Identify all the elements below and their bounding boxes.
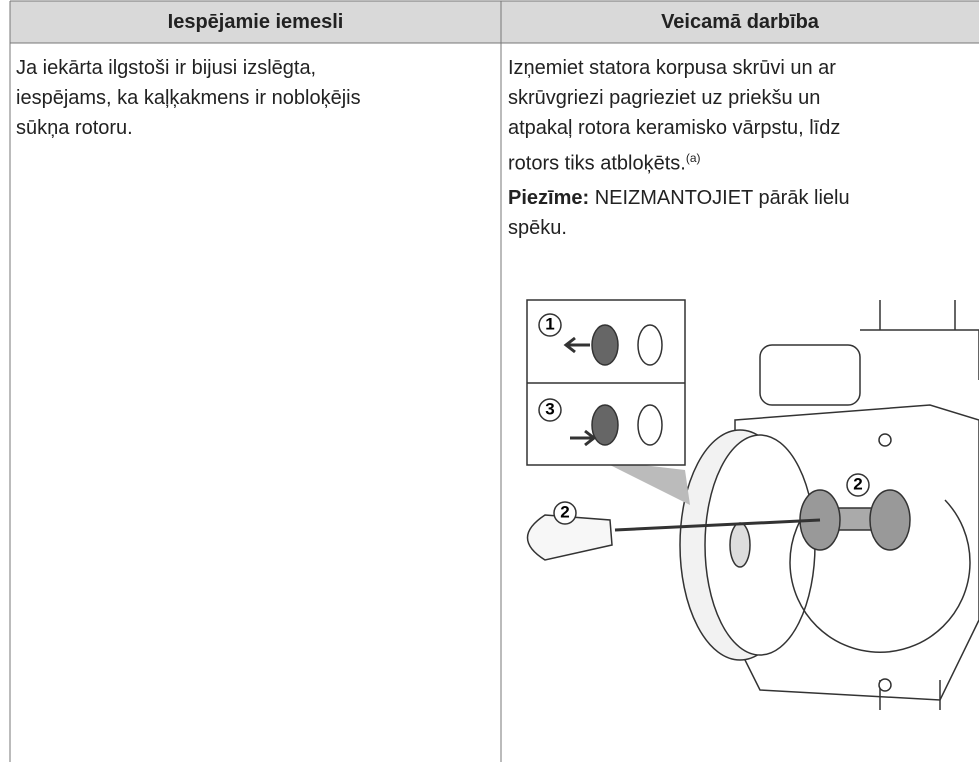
illustration xyxy=(526,299,979,710)
callout: 2 xyxy=(853,474,862,493)
header-background xyxy=(10,1,979,43)
action-line: atpakaļ rotora keramisko vārpstu, līdz xyxy=(508,117,841,139)
column-header: Veicamā darbība xyxy=(661,11,819,33)
cause-line: Ja iekārta ilgstoši ir bijusi izslēgta, xyxy=(16,57,317,79)
callout: 1 xyxy=(545,314,554,333)
note-text: NEIZMANTOJIET pārāk lielu xyxy=(594,187,850,209)
action-line: rotors tiks atbloķēts.(a) xyxy=(508,151,701,175)
column-header: Iespējamie iemesli xyxy=(167,11,344,33)
cause-line: iespējams, ka kaļķakmens ir nobloķējis xyxy=(16,87,361,109)
footnote-ref: (a) xyxy=(685,151,701,165)
cause-line: sūkņa rotoru. xyxy=(16,117,133,139)
note-line: Piezīme: NEIZMANTOJIET pārāk lielu xyxy=(508,183,850,213)
action-line: skrūvgriezi pagrieziet uz priekšu un xyxy=(508,87,821,109)
note-label: Piezīme: xyxy=(508,187,590,209)
note-line: spēku. xyxy=(508,217,567,239)
callout: 2 xyxy=(560,502,569,521)
action-line: Izņemiet statora korpusa skrūvi un ar xyxy=(508,57,836,79)
callout: 3 xyxy=(545,399,554,418)
